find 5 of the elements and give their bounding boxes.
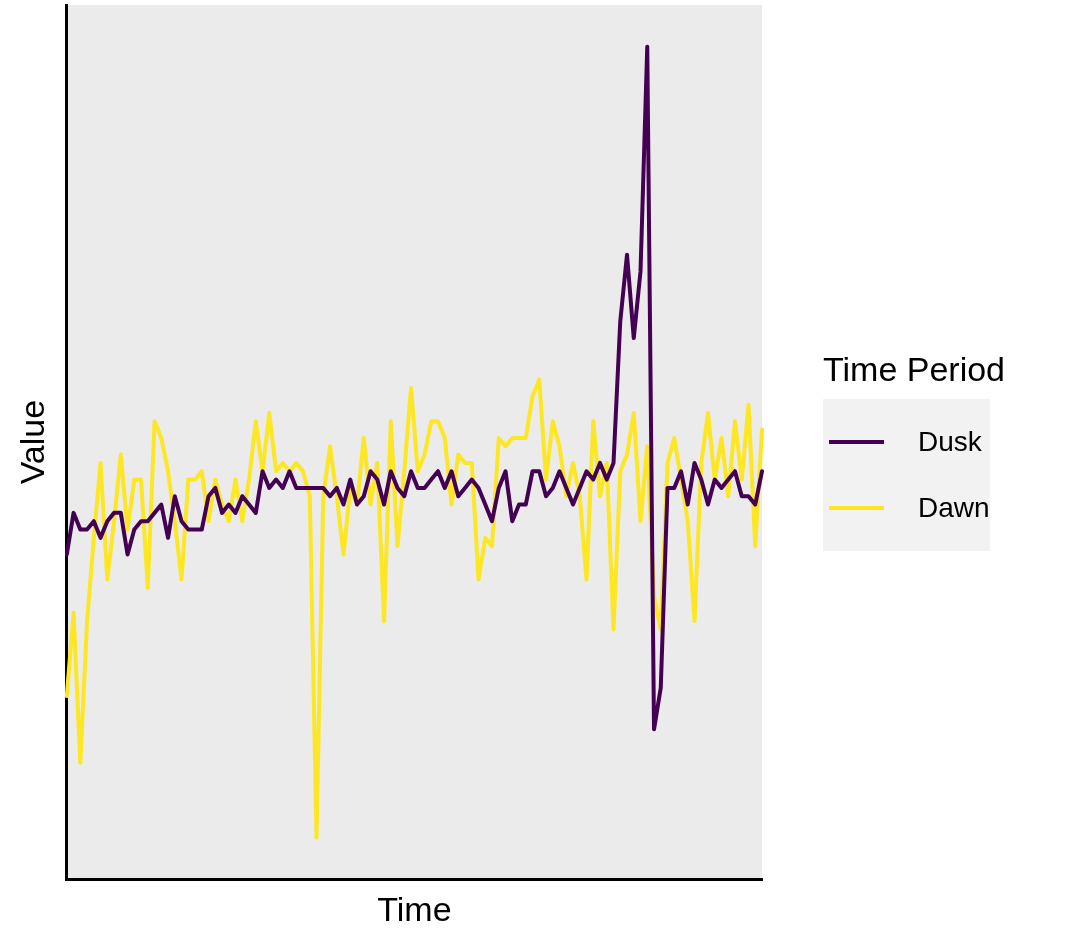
legend-title: Time Period bbox=[823, 350, 1006, 389]
legend-label: Dusk bbox=[918, 426, 982, 458]
legend-label: Dawn bbox=[918, 492, 990, 524]
y-axis-title: Value bbox=[12, 399, 51, 485]
x-axis-title: Time bbox=[377, 889, 452, 928]
